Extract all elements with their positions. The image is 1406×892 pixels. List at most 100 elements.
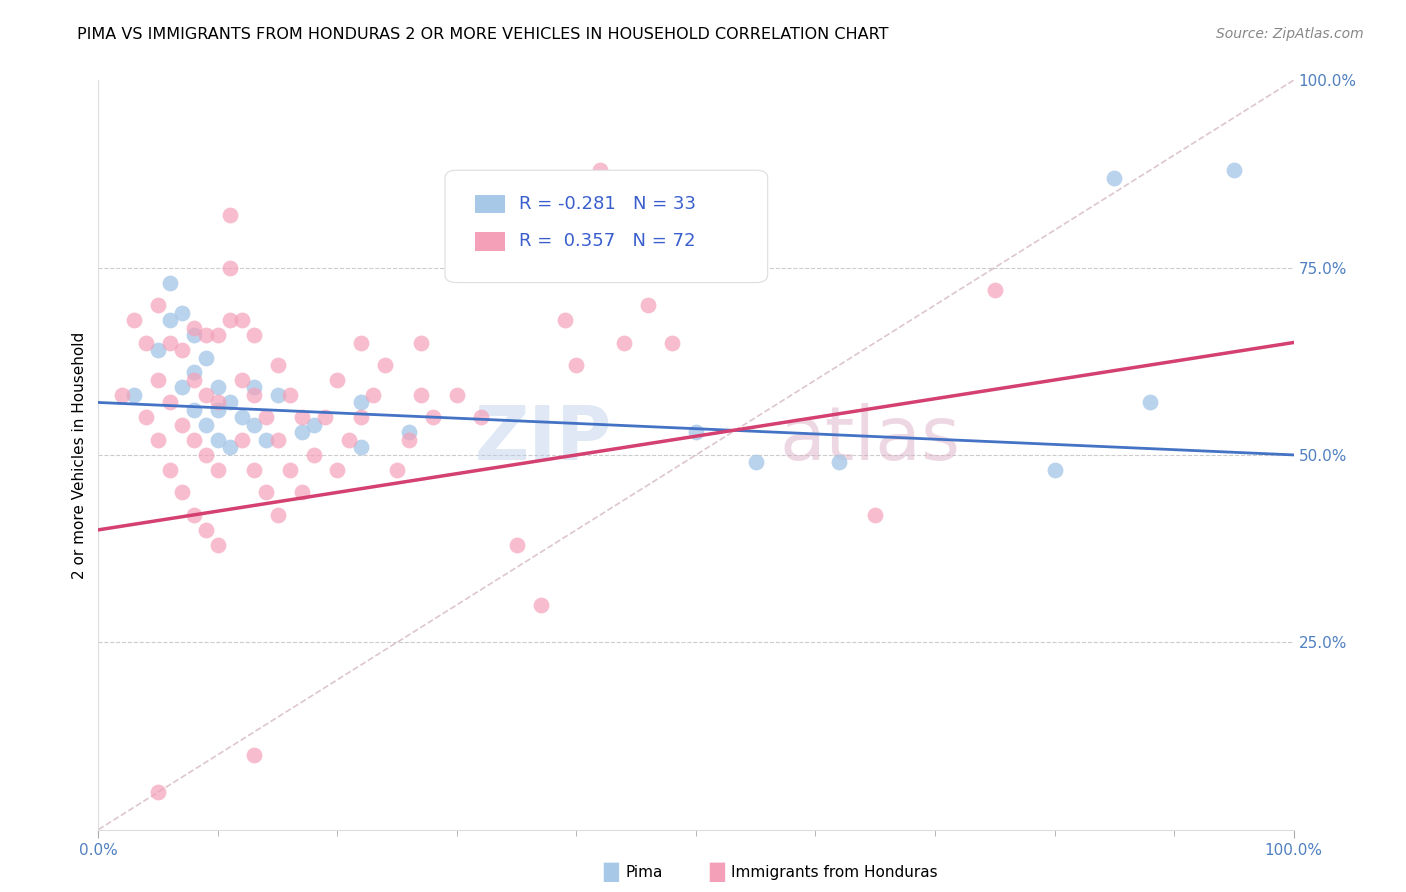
Text: R =  0.357   N = 72: R = 0.357 N = 72 (519, 233, 696, 251)
Point (207, 538, 229, 552)
Point (1223, 163, 1246, 178)
Point (183, 320, 205, 334)
Point (219, 260, 242, 275)
Point (195, 328, 218, 343)
Point (183, 403, 205, 417)
Point (865, 508, 887, 522)
Text: █: █ (709, 863, 724, 882)
Point (159, 395, 181, 409)
Point (446, 388, 468, 402)
FancyBboxPatch shape (475, 232, 505, 251)
Point (243, 328, 266, 343)
Text: Source: ZipAtlas.com: Source: ZipAtlas.com (1216, 27, 1364, 41)
Point (470, 410, 492, 425)
Point (554, 313, 576, 327)
Point (350, 410, 373, 425)
Point (183, 433, 205, 447)
Point (291, 485, 314, 500)
Point (148, 785, 170, 799)
Point (828, 455, 851, 469)
Point (207, 328, 229, 343)
Point (207, 380, 229, 394)
Point (637, 298, 659, 312)
Point (302, 417, 325, 432)
Point (183, 328, 205, 343)
Point (207, 403, 229, 417)
Point (124, 388, 146, 402)
Point (291, 410, 314, 425)
Point (254, 433, 277, 447)
Point (148, 373, 170, 387)
Text: ZIP: ZIP (475, 403, 613, 476)
Point (231, 373, 253, 387)
Point (195, 448, 218, 462)
Point (159, 463, 181, 477)
Point (172, 380, 194, 394)
Point (148, 433, 170, 447)
FancyBboxPatch shape (446, 170, 768, 283)
Point (1043, 463, 1066, 477)
Point (565, 358, 588, 372)
Point (243, 463, 266, 477)
Point (172, 343, 194, 357)
Point (315, 410, 337, 425)
Point (195, 388, 218, 402)
Point (291, 425, 314, 440)
Point (254, 410, 277, 425)
Point (243, 380, 266, 394)
Point (195, 351, 218, 365)
Point (411, 335, 433, 350)
Point (207, 433, 229, 447)
Point (135, 335, 157, 350)
Point (231, 433, 253, 447)
Point (207, 463, 229, 477)
Point (685, 260, 707, 275)
Point (1139, 395, 1161, 409)
Point (183, 366, 205, 380)
Point (148, 298, 170, 312)
Point (207, 395, 229, 409)
Point (350, 395, 373, 409)
Point (159, 313, 181, 327)
Point (685, 425, 707, 440)
Point (385, 463, 409, 477)
Point (219, 441, 242, 455)
Point (984, 283, 1007, 297)
Point (302, 448, 325, 462)
Point (267, 433, 290, 447)
Text: atlas: atlas (779, 403, 960, 476)
Point (398, 425, 420, 440)
Text: R = -0.281   N = 33: R = -0.281 N = 33 (519, 195, 696, 213)
Point (278, 388, 301, 402)
Point (661, 335, 683, 350)
FancyBboxPatch shape (475, 194, 505, 213)
Point (183, 508, 205, 522)
Point (243, 417, 266, 432)
Point (124, 313, 146, 327)
Point (506, 538, 529, 552)
Point (267, 388, 290, 402)
Point (398, 433, 420, 447)
Point (111, 388, 134, 402)
Point (195, 523, 218, 537)
Point (195, 417, 218, 432)
Point (422, 410, 444, 425)
Point (183, 373, 205, 387)
Point (278, 463, 301, 477)
Point (267, 508, 290, 522)
Point (326, 373, 349, 387)
Text: Immigrants from Honduras: Immigrants from Honduras (731, 865, 938, 880)
Text: █: █ (603, 863, 619, 882)
Point (613, 335, 636, 350)
Point (374, 358, 396, 372)
Point (326, 463, 349, 477)
Point (243, 747, 266, 762)
Point (159, 276, 181, 290)
Point (219, 313, 242, 327)
Point (1104, 170, 1126, 185)
Text: Pima: Pima (626, 865, 664, 880)
Point (350, 441, 373, 455)
Point (243, 388, 266, 402)
Point (350, 335, 373, 350)
Point (589, 163, 612, 178)
